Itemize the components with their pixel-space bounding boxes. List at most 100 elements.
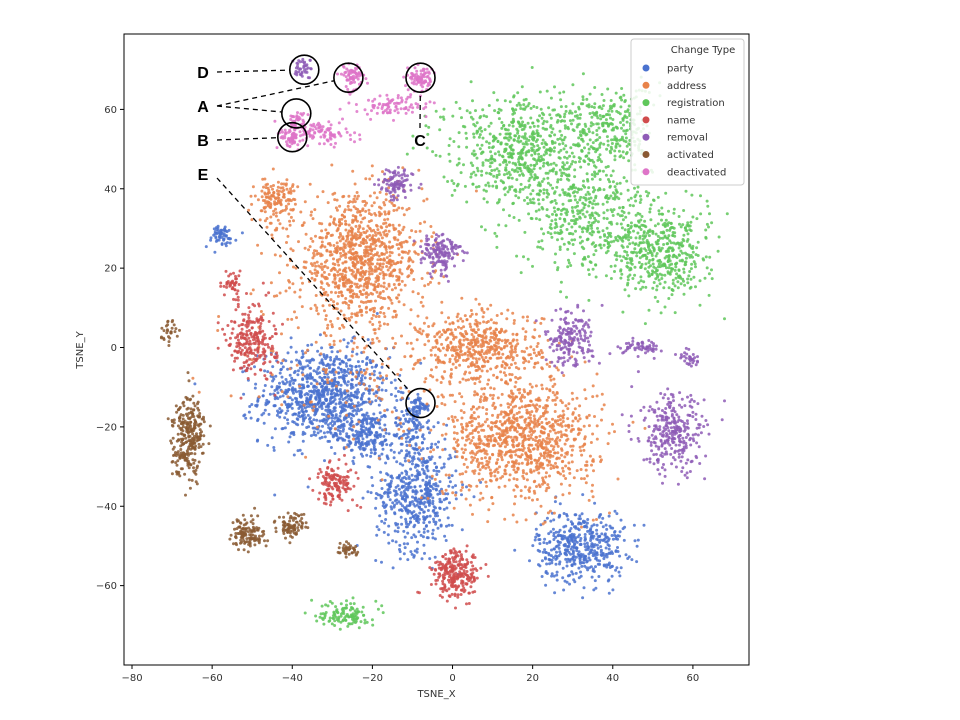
data-point [509,341,513,345]
data-point [563,551,567,555]
data-point [351,350,354,354]
data-point [378,320,381,324]
data-point [548,365,552,368]
data-point [407,274,411,278]
data-point [419,361,423,365]
data-point [549,444,553,448]
data-point [523,366,527,370]
data-point [413,422,417,426]
data-point [277,196,281,200]
data-point [375,336,379,340]
data-point [584,481,588,485]
data-point [513,548,517,552]
data-point [330,323,334,327]
data-point [442,465,446,469]
data-point [369,291,373,295]
data-point [290,402,294,406]
data-point [489,393,492,397]
data-point [454,497,458,501]
data-point [534,527,538,531]
data-point [376,258,380,262]
data-point [559,482,563,486]
data-point [461,472,465,476]
data-point [296,369,300,373]
data-point [285,263,289,267]
data-point [496,442,500,446]
data-point [260,413,264,417]
data-point [445,524,448,528]
data-point [421,535,425,539]
data-point [323,459,326,463]
data-point [336,350,340,354]
data-point [585,521,589,525]
data-point [265,217,269,220]
data-point [340,393,344,397]
data-point [469,461,473,464]
data-point [599,460,603,464]
data-point [276,180,280,184]
data-point [400,522,404,526]
data-point [551,448,555,451]
data-point [377,327,381,331]
data-point [318,382,322,386]
data-point [394,409,398,412]
data-point [405,432,409,436]
data-point [513,385,517,389]
data-point [542,541,546,545]
data-point [393,511,397,515]
data-point [501,352,505,356]
data-point [411,500,414,504]
data-point [384,229,388,233]
data-point [377,528,381,532]
data-point [351,347,355,351]
data-point [587,545,591,549]
data-point [486,348,490,352]
data-point [346,380,350,384]
data-point [272,446,276,449]
data-point [404,497,408,501]
data-point [424,515,428,519]
data-point [489,479,493,483]
data-point [394,394,398,398]
data-point [432,469,436,472]
data-point [517,426,521,429]
data-point [240,231,244,235]
data-point [478,351,482,355]
data-point [408,256,412,260]
data-point [569,527,573,530]
data-point [433,477,437,481]
data-point [449,456,453,460]
data-point [562,474,566,478]
data-point [398,270,402,274]
data-point [318,375,322,379]
data-point [576,527,580,531]
data-point [457,345,461,349]
data-point [336,227,340,230]
data-point [515,332,519,336]
data-point [343,371,347,374]
data-point [430,442,434,446]
data-point [445,506,449,510]
data-point [582,519,585,523]
data-point [354,276,358,280]
data-point [305,380,309,384]
data-point [529,399,533,403]
data-point [378,514,382,518]
data-point [357,430,360,434]
data-point [540,383,544,387]
data-point [411,243,415,247]
data-point [359,284,362,288]
data-point [387,487,391,491]
data-point [407,264,411,268]
data-point [381,265,385,269]
data-point [327,273,331,276]
data-point [355,404,359,408]
data-point [461,319,465,323]
data-point [338,339,342,343]
data-point [607,544,611,548]
data-point [352,243,356,247]
data-point [304,409,308,413]
data-point [336,389,340,393]
data-point [577,566,581,570]
data-point [451,485,455,489]
